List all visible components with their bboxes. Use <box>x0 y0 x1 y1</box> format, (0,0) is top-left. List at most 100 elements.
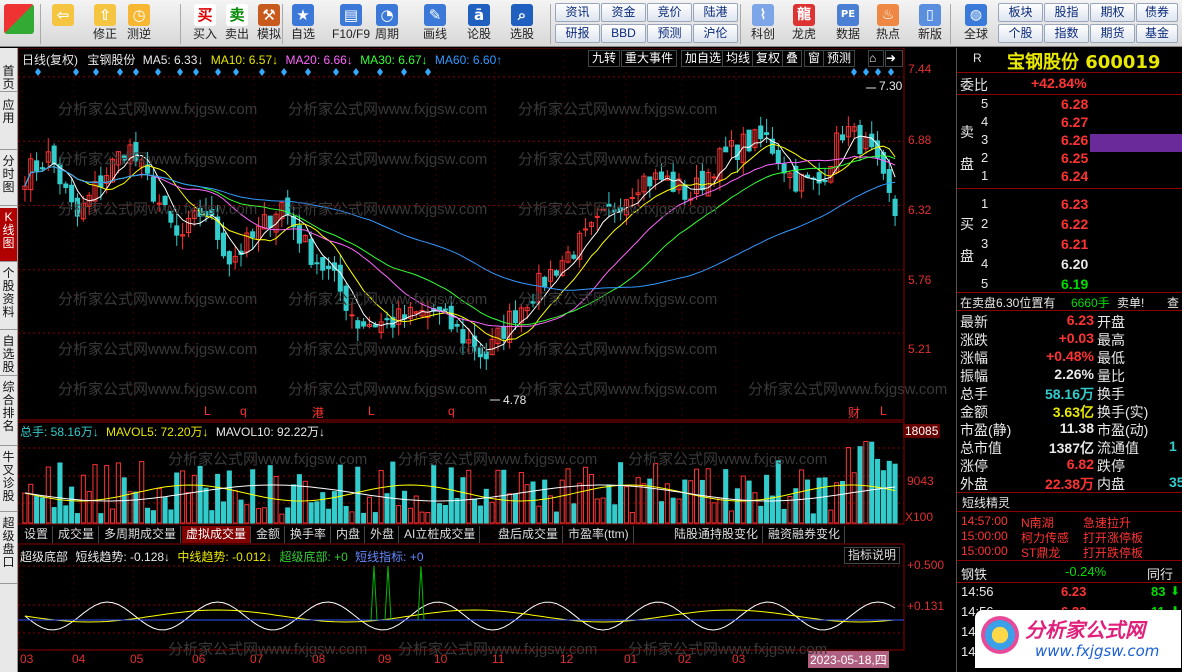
sector-name[interactable]: 钢铁 <box>961 567 988 582</box>
side-tab[interactable]: 超级盘口 <box>0 514 17 584</box>
chart-button[interactable]: 加自选 <box>681 50 726 67</box>
sell-level-price[interactable]: 6.26 <box>1061 132 1089 148</box>
notice-more-link[interactable]: 查 <box>1167 296 1180 310</box>
indicator-tab[interactable]: 换手率 <box>286 526 332 543</box>
volume-bar <box>74 513 81 524</box>
star-tool[interactable]: ★ 自选 <box>286 2 320 46</box>
indicator-tab[interactable]: 市盈率(ttm) <box>564 526 634 543</box>
sell-level-price[interactable]: 6.27 <box>1061 114 1089 130</box>
toolbar-button[interactable]: 沪伦 <box>693 24 738 43</box>
chart-button[interactable]: 窗 <box>804 50 825 67</box>
globe-tool[interactable]: ◍ 全球 <box>958 2 994 46</box>
hammer-tool[interactable]: ⚒ 模拟 <box>252 2 286 46</box>
kline-chart-area[interactable]: 日线(复权) 宝钢股份 MA5: 6.33↓ MA10: 6.57↓ MA20:… <box>18 48 956 672</box>
side-tab[interactable]: 综合排名 <box>0 378 17 446</box>
event-marker[interactable]: q <box>448 404 455 418</box>
toolbar-button[interactable]: 股指 <box>1044 3 1089 22</box>
side-tab[interactable]: 首页 <box>0 62 17 92</box>
toolbar-button[interactable]: 指数 <box>1044 24 1089 43</box>
candle-body <box>641 175 647 193</box>
indicator-tab[interactable]: 成交量 <box>54 526 100 543</box>
sell-level-price[interactable]: 6.28 <box>1061 96 1089 112</box>
toolbar-button[interactable]: 板块 <box>998 3 1043 22</box>
indicator-tab[interactable]: 内盘 <box>332 526 366 543</box>
indicator-help-button[interactable]: 指标说明 <box>844 547 901 564</box>
chart-button[interactable]: 复权 <box>752 50 785 67</box>
arrow-up-tool[interactable]: ⇧ 修正 <box>88 2 122 46</box>
side-tab[interactable]: 个股资料 <box>0 264 17 330</box>
indicator-tab[interactable]: 融资融券变化 <box>764 526 846 543</box>
indicator-tab[interactable]: 陆股通持股变化 <box>670 526 764 543</box>
buy-level-price[interactable]: 6.22 <box>1061 216 1089 232</box>
buy-level-price[interactable]: 6.21 <box>1061 236 1089 252</box>
side-tab[interactable]: K线图 <box>0 208 17 262</box>
sprite-stock[interactable]: ST鼎龙 <box>1021 546 1061 560</box>
indicator-tab[interactable]: 虚拟成交量 <box>182 526 252 543</box>
toolbar-button[interactable]: 期货 <box>1090 24 1135 43</box>
clock-tool[interactable]: ◷ 测逆 <box>122 2 156 46</box>
candle-body <box>261 214 267 230</box>
sell-level-price[interactable]: 6.24 <box>1061 168 1089 184</box>
toolbar-button[interactable]: 资金 <box>601 3 646 22</box>
buy-level-price[interactable]: 6.19 <box>1061 276 1089 292</box>
new-version-tool[interactable]: ▯ 新版 <box>912 2 948 46</box>
volume-bar <box>255 508 262 524</box>
side-tab[interactable]: 自选股 <box>0 332 17 376</box>
back-arrow-tool[interactable]: ⇦ <box>46 2 80 46</box>
app-logo-tool[interactable] <box>2 2 36 46</box>
sprite-title[interactable]: 短线精灵 <box>962 496 1011 510</box>
event-marker[interactable]: L <box>204 404 211 418</box>
period-tool[interactable]: ◔ 周期 <box>370 2 404 46</box>
pe-data-tool[interactable]: PE 数据 <box>830 2 866 46</box>
side-tab[interactable]: 应用 <box>0 96 17 150</box>
hotspot-tool[interactable]: ♨ 热点 <box>870 2 906 46</box>
buy-level-price[interactable]: 6.20 <box>1061 256 1089 272</box>
event-marker[interactable]: q <box>240 404 247 418</box>
toolbar-button[interactable]: 期权 <box>1090 3 1135 22</box>
volume-bar <box>261 507 267 524</box>
sprite-stock[interactable]: 柯力传感 <box>1021 531 1070 545</box>
side-tab[interactable]: 牛叉诊股 <box>0 448 17 512</box>
toolbar-button[interactable]: 研报 <box>555 24 600 43</box>
dragon-tiger-tool[interactable]: 龍龙虎 <box>786 2 822 46</box>
sprite-stock[interactable]: N南湖 <box>1021 516 1054 530</box>
chart-button[interactable]: 九转 <box>588 50 621 67</box>
chart-button[interactable]: 重大事件 <box>621 50 678 67</box>
toolbar-button[interactable]: 竞价 <box>647 3 692 22</box>
toolbar-button[interactable]: 陆港 <box>693 3 738 22</box>
toolbar-button[interactable]: 个股 <box>998 24 1043 43</box>
volume-bar <box>296 474 302 524</box>
sci-tech-tool[interactable]: ⌇ 科创 <box>745 2 781 46</box>
event-marker[interactable]: L <box>368 404 375 418</box>
pick-stock-tool[interactable]: ⌕ 选股 <box>505 2 539 46</box>
buy-tool[interactable]: 买买入 <box>188 2 222 46</box>
buy-level-price[interactable]: 6.23 <box>1061 196 1089 212</box>
f10-tool[interactable]: ▤ F10/F9 <box>330 2 372 46</box>
indicator-tab[interactable]: AI立桩成交量 <box>400 526 481 543</box>
chart-button[interactable]: 均线 <box>722 50 755 67</box>
toolbar-button[interactable]: 基金 <box>1136 24 1178 43</box>
toolbar-button[interactable]: BBD <box>601 24 646 43</box>
pencil-tool[interactable]: ✎ 画线 <box>418 2 452 46</box>
event-marker[interactable]: L <box>880 404 887 418</box>
toolbar-button[interactable]: 资讯 <box>555 3 600 22</box>
signal-diamond-icon <box>215 68 221 76</box>
indicator-tab[interactable]: 多周期成交量 <box>100 526 182 543</box>
chart-button[interactable]: 叠 <box>782 50 803 67</box>
indicator-tab[interactable]: 金额 <box>252 526 286 543</box>
indicator-tab[interactable]: 设置 <box>20 526 54 543</box>
toolbar-button[interactable]: 债券 <box>1136 3 1178 22</box>
lock-icon[interactable]: ⌂ <box>868 50 884 67</box>
side-tab[interactable]: 分时图 <box>0 152 17 206</box>
indicator-tab[interactable]: 盘后成交量 <box>494 526 564 543</box>
event-marker[interactable]: 财 <box>848 406 861 420</box>
play-forward-icon[interactable]: ➜ <box>885 50 903 67</box>
toolbar-button[interactable]: 预测 <box>647 24 692 43</box>
discuss-tool[interactable]: ā 论股 <box>462 2 496 46</box>
sell-level-price[interactable]: 6.25 <box>1061 150 1089 166</box>
event-marker[interactable]: 港 <box>312 406 325 420</box>
chart-button[interactable]: 预测 <box>823 50 856 67</box>
indicator-tab[interactable]: 外盘 <box>366 526 400 543</box>
sector-peers-link[interactable]: 同行 <box>1147 567 1174 582</box>
sell-tool[interactable]: 卖卖出 <box>220 2 254 46</box>
